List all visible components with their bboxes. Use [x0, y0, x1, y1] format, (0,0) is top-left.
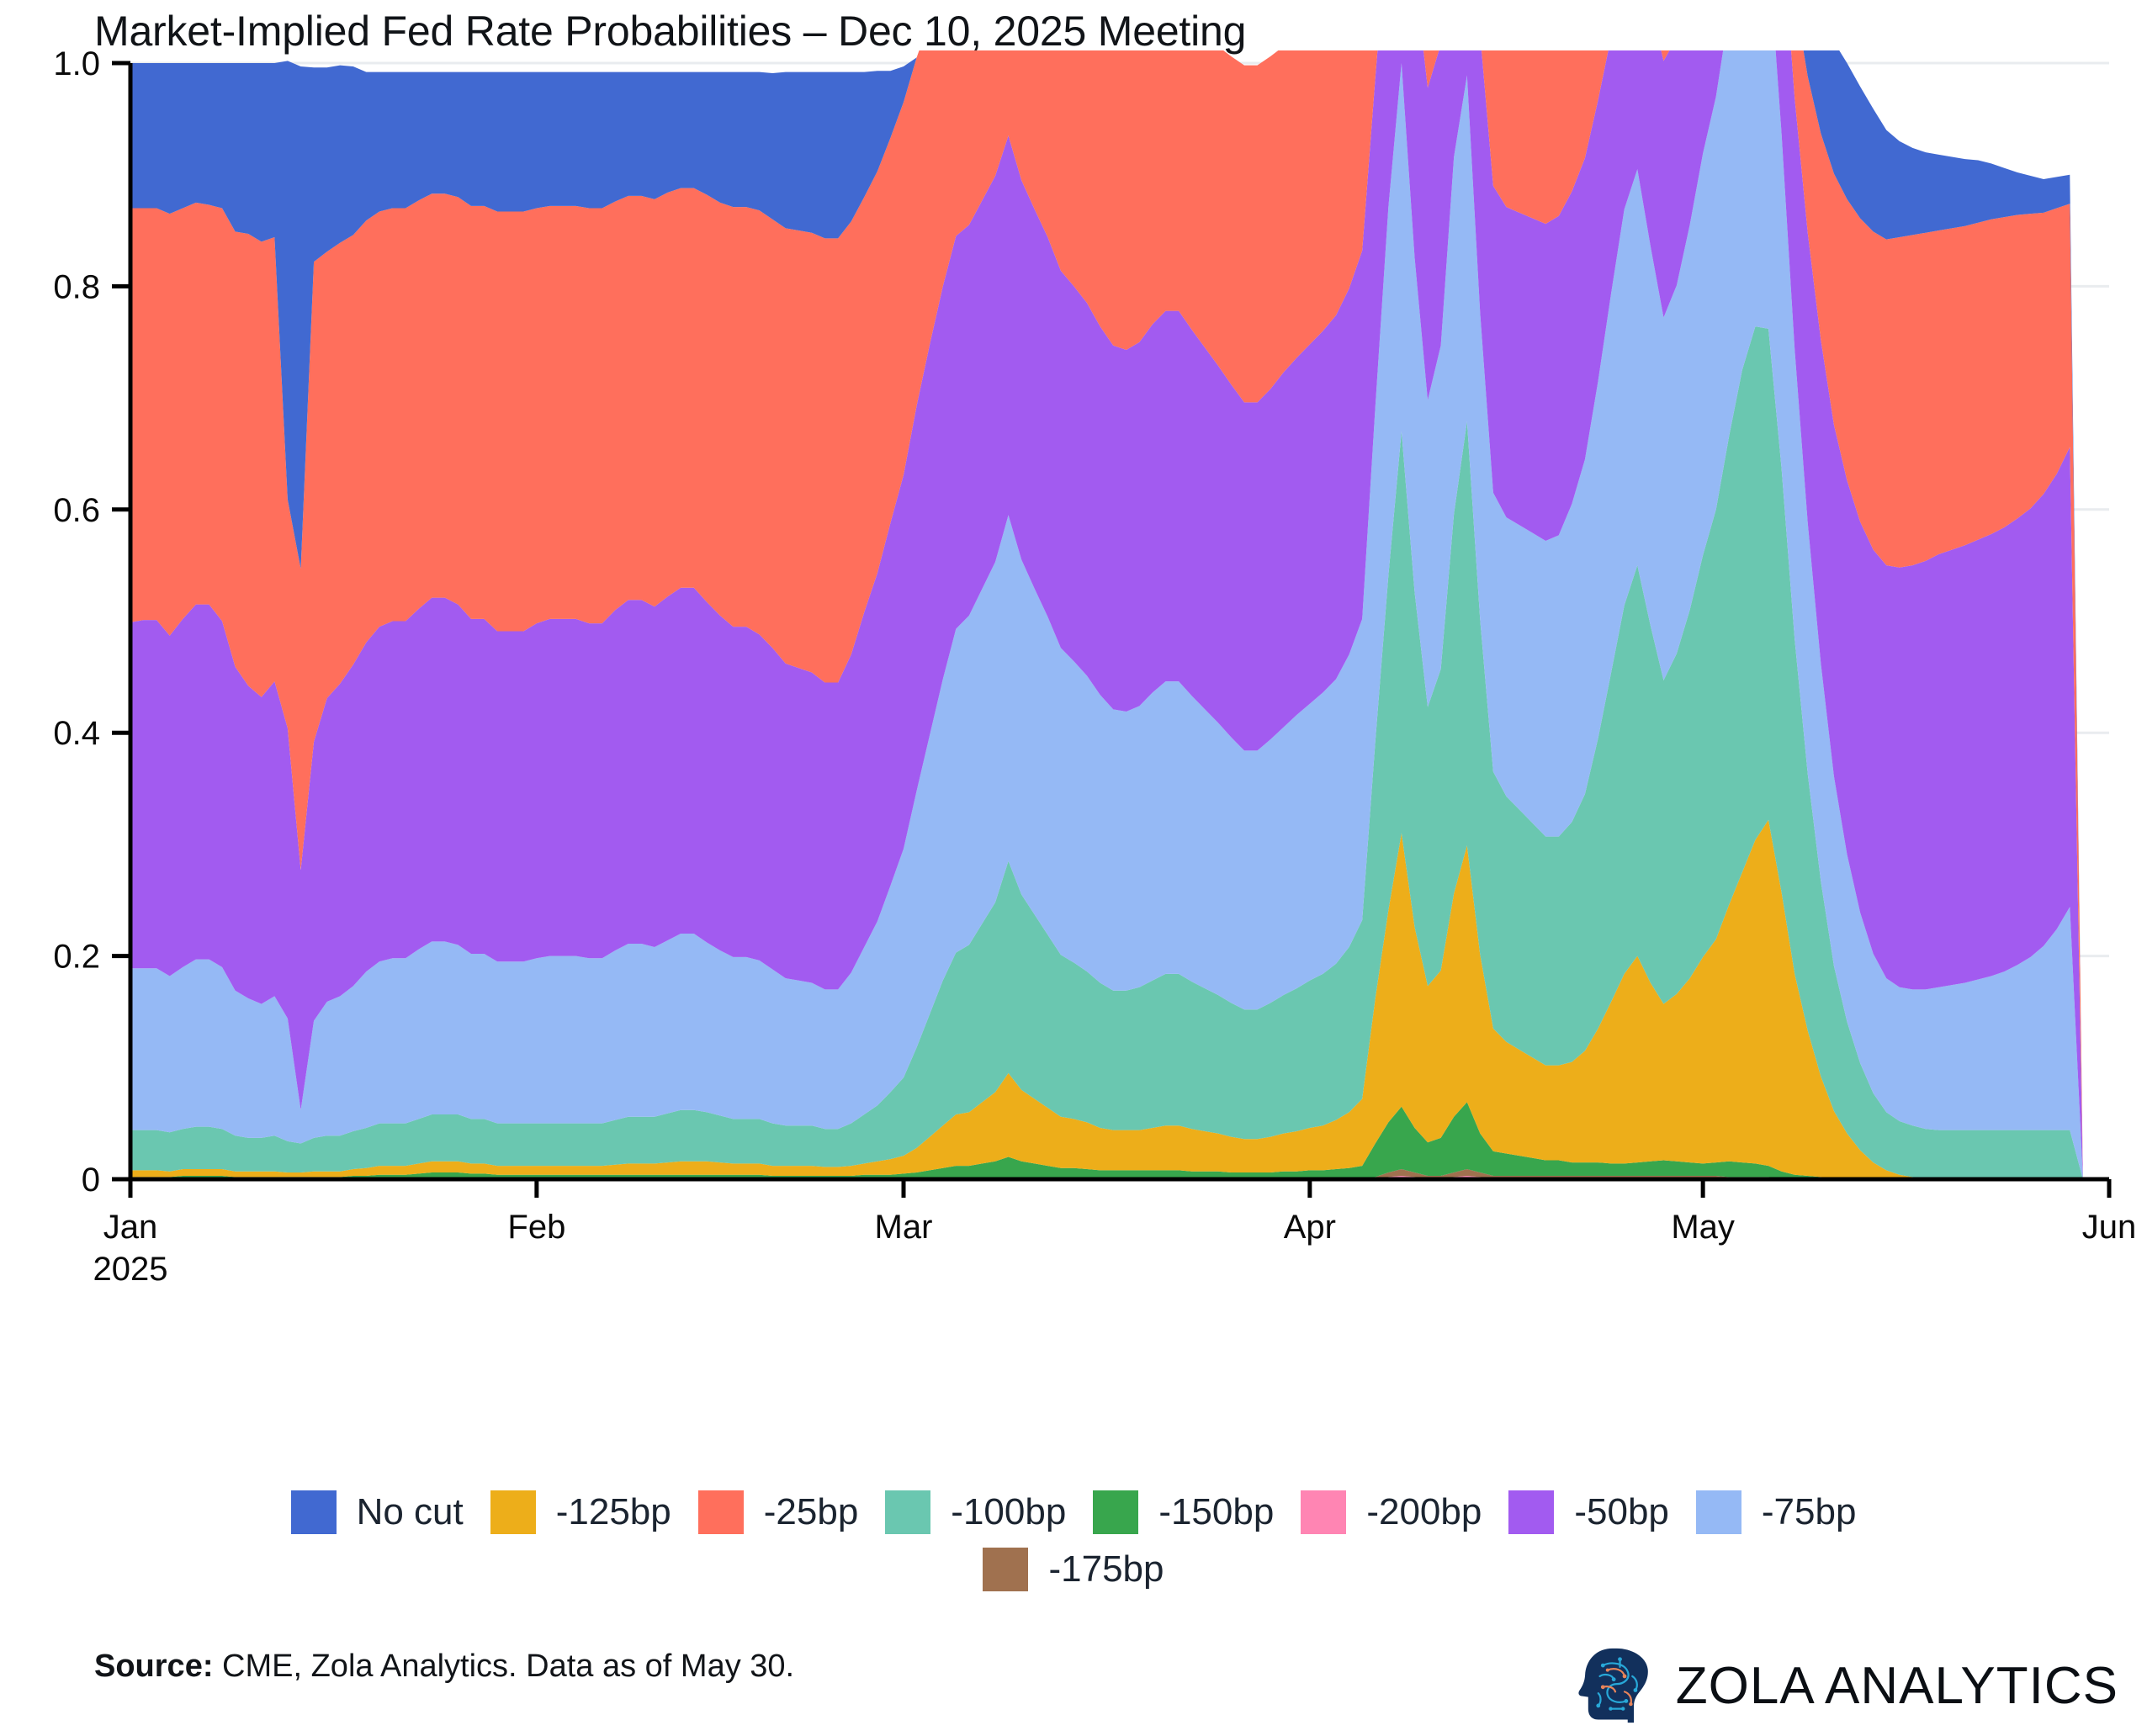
- legend-item-label: -100bp: [951, 1491, 1067, 1532]
- legend-swatch-icon: [1093, 1490, 1139, 1534]
- area-band--125bp: [130, 819, 2097, 1179]
- legend-swatch-icon: [885, 1490, 931, 1534]
- legend-item[interactable]: -150bp: [1093, 1490, 1274, 1534]
- x-axis-tick-label: May: [1671, 1209, 1735, 1246]
- circuit-head-logo-icon: [1578, 1648, 1648, 1723]
- legend-item[interactable]: -100bp: [885, 1490, 1066, 1534]
- legend-swatch-icon: [1695, 1490, 1741, 1534]
- brand-lockup: ZOLA ANALYTICS: [1577, 1645, 2118, 1726]
- area-band--50bp: [130, 50, 2097, 1179]
- area-band--25bp: [130, 50, 2097, 1179]
- legend-swatch-icon: [1508, 1490, 1555, 1534]
- y-axis-tick-label: 1.0: [53, 50, 100, 82]
- x-axis-tick-label: Mar: [875, 1209, 933, 1246]
- source-label: Source:: [94, 1649, 214, 1684]
- legend-swatch-icon: [697, 1490, 744, 1534]
- legend-swatch-icon: [490, 1490, 536, 1534]
- area-band--75bp: [130, 50, 2097, 1179]
- area-band--175bp: [130, 1169, 2097, 1179]
- legend-row-secondary: -175bp: [0, 1548, 2147, 1591]
- legend-item-label: -125bp: [555, 1491, 671, 1532]
- brand-name: ZOLA ANALYTICS: [1675, 1656, 2118, 1715]
- chart-footer: Source: CME, Zola Analytics. Data as of …: [0, 1638, 2147, 1736]
- source-note: Source: CME, Zola Analytics. Data as of …: [94, 1649, 794, 1685]
- plot-area: 0 0.2 0.4 0.6 0.8 1.0 Jan 2025 Feb Mar Apr May Jun: [0, 50, 2147, 1413]
- y-axis-tick-label: 0: [82, 1162, 100, 1199]
- legend-item[interactable]: -75bp: [1695, 1490, 1857, 1534]
- legend-item[interactable]: -175bp: [983, 1548, 1164, 1591]
- y-axis-tick-label: 0.6: [53, 492, 100, 529]
- legend-item-label: -75bp: [1761, 1491, 1857, 1532]
- x-axis-tick-label: Jun: [2082, 1209, 2137, 1246]
- legend-item-label: -25bp: [763, 1491, 859, 1532]
- legend-item[interactable]: -125bp: [490, 1490, 671, 1534]
- legend-item[interactable]: -25bp: [697, 1490, 859, 1534]
- page-title: Market-Implied Fed Rate Probabilities – …: [94, 8, 1247, 55]
- area-band-no-cut: [130, 50, 2097, 1179]
- legend-item-label: -200bp: [1366, 1491, 1482, 1532]
- chart-legend: No cut -125bp -25bp -100bp -150bp -200bp -50bp…: [0, 1490, 2147, 1591]
- y-axis-tick-label: 0.8: [53, 268, 100, 305]
- y-axis-tick-label: 0.4: [53, 715, 100, 752]
- area-band--100bp: [130, 326, 2097, 1179]
- x-axis-tick-label: Apr: [1284, 1209, 1336, 1246]
- x-axis-tick-label: Feb: [507, 1209, 565, 1246]
- legend-swatch-icon: [1301, 1490, 1347, 1534]
- legend-item-label: -175bp: [1048, 1548, 1164, 1590]
- legend-item[interactable]: No cut: [290, 1490, 464, 1534]
- legend-item-label: -150bp: [1158, 1491, 1275, 1532]
- y-axis-tick-label: 0.2: [53, 939, 100, 976]
- legend-item-label: No cut: [356, 1491, 464, 1532]
- source-text: CME, Zola Analytics. Data as of May 30.: [213, 1649, 795, 1684]
- stacked-area-chart: 0 0.2 0.4 0.6 0.8 1.0 Jan 2025 Feb Mar Apr May Jun: [53, 50, 2137, 1288]
- x-axis-tick-label: Jan 2025: [93, 1209, 168, 1288]
- legend-row-primary: No cut -125bp -25bp -100bp -150bp -200bp -50bp…: [0, 1490, 2147, 1534]
- legend-swatch-icon: [983, 1548, 1029, 1591]
- legend-item[interactable]: -50bp: [1508, 1490, 1669, 1534]
- legend-item[interactable]: -200bp: [1301, 1490, 1482, 1534]
- legend-swatch-icon: [290, 1490, 337, 1534]
- legend-item-label: -50bp: [1574, 1491, 1669, 1532]
